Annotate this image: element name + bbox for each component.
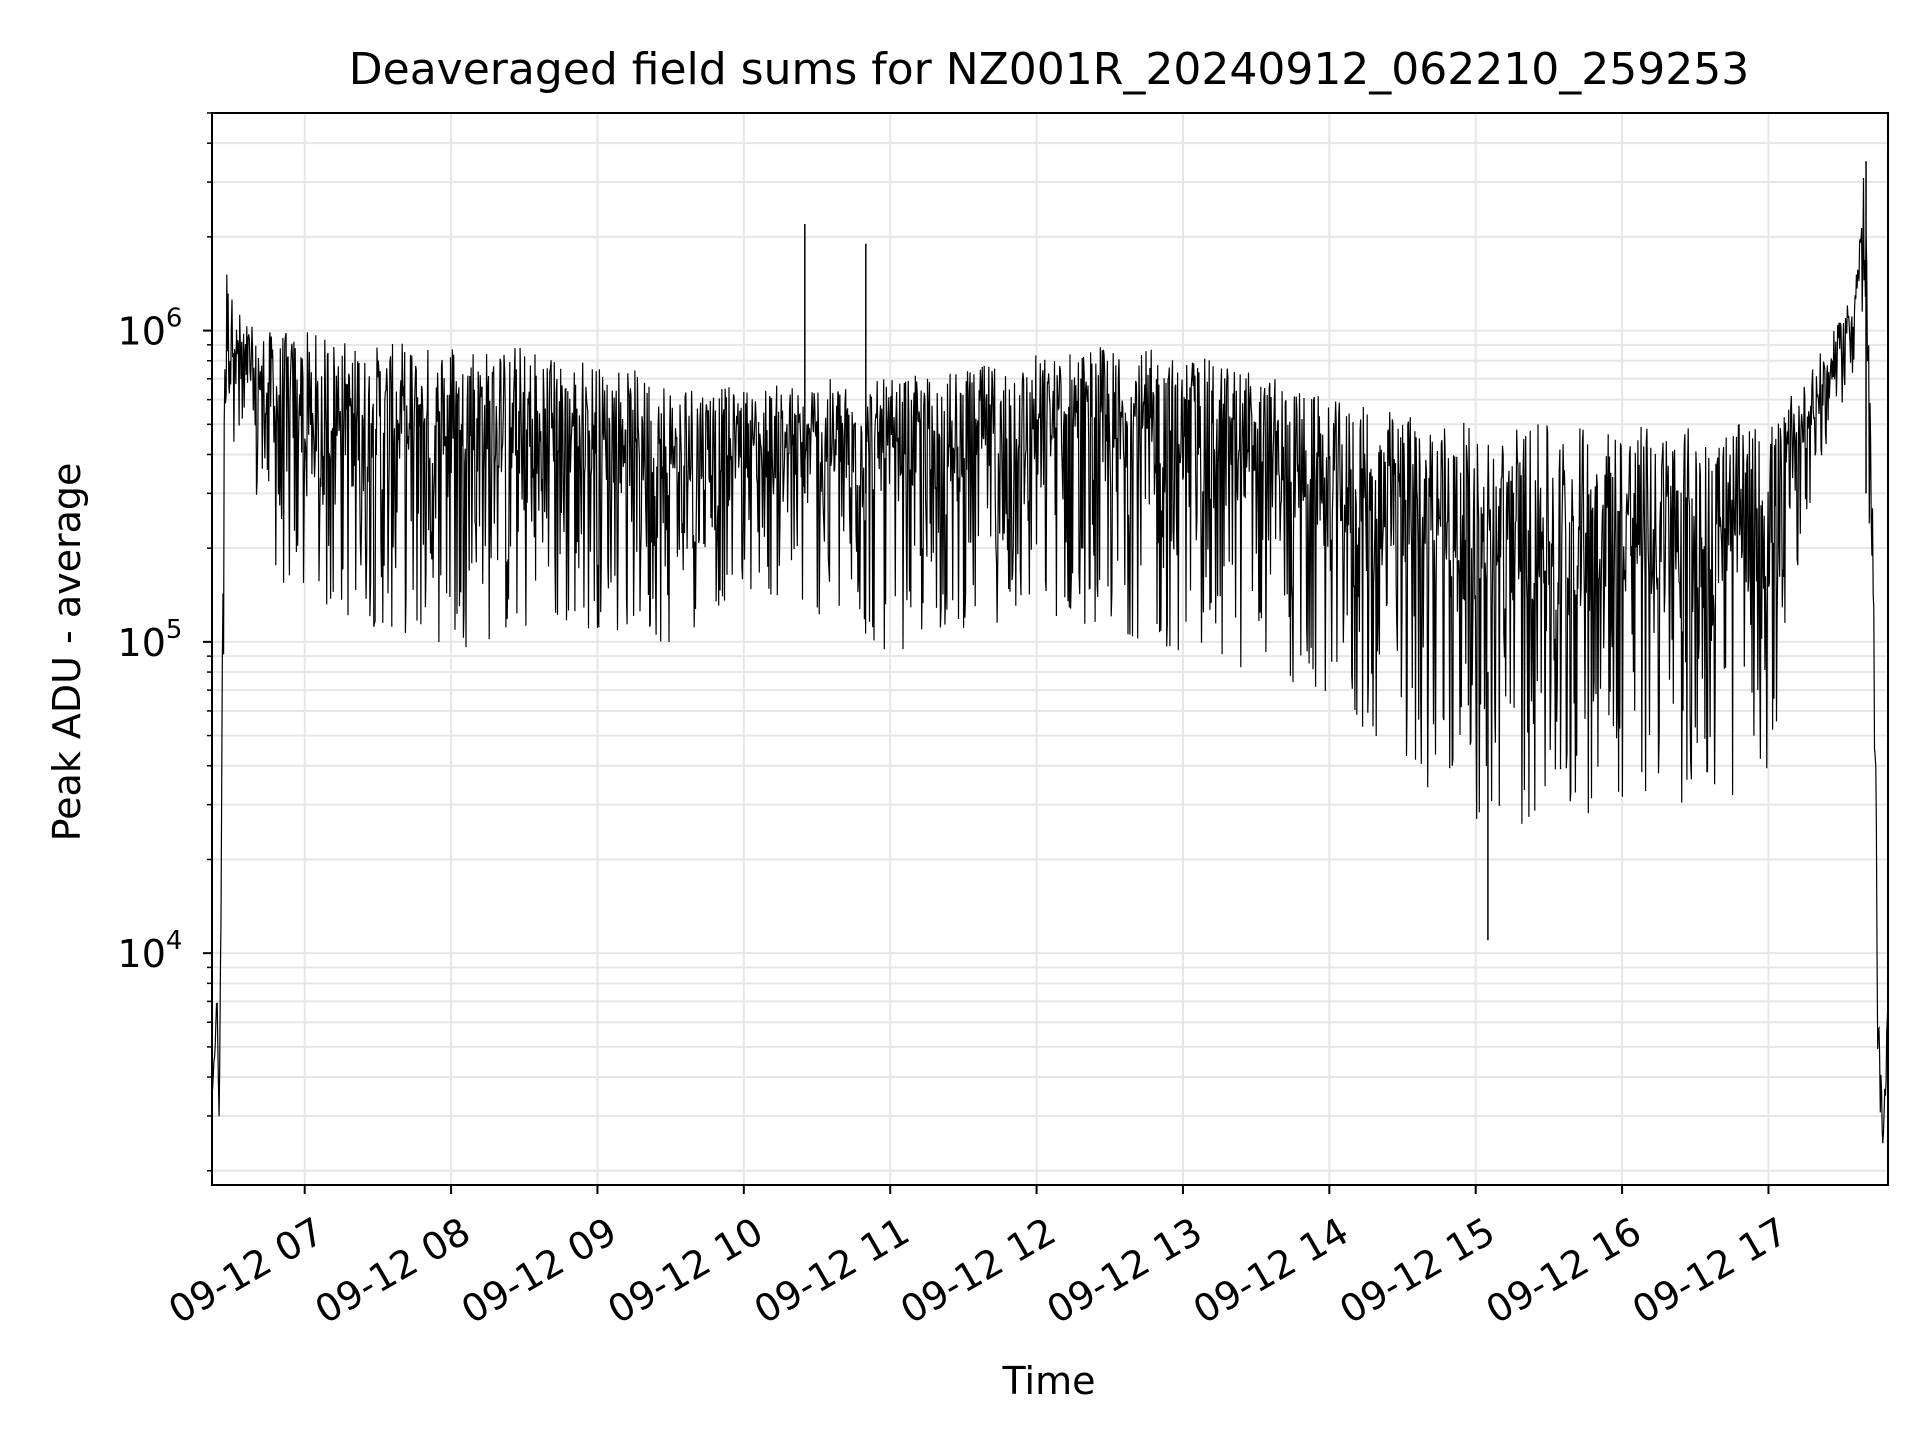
minor-gridlines [212, 112, 1888, 1172]
x-axis-label: Time [1002, 1359, 1096, 1403]
chart-title: Deaveraged field sums for NZ001R_2024091… [349, 44, 1749, 95]
series-path [211, 177, 1889, 1144]
major-gridlines [212, 113, 1888, 1185]
plot-frame [211, 112, 1889, 1186]
series-line [211, 161, 1889, 1144]
y-tick-exponent: 6 [166, 304, 183, 334]
y-tick-exponent: 5 [166, 615, 183, 645]
y-tick-label: 104 [118, 926, 183, 976]
y-tick-exponent: 4 [166, 926, 183, 956]
plot-area [212, 113, 1888, 1185]
y-axis-label: Peak ADU - average [45, 463, 89, 842]
